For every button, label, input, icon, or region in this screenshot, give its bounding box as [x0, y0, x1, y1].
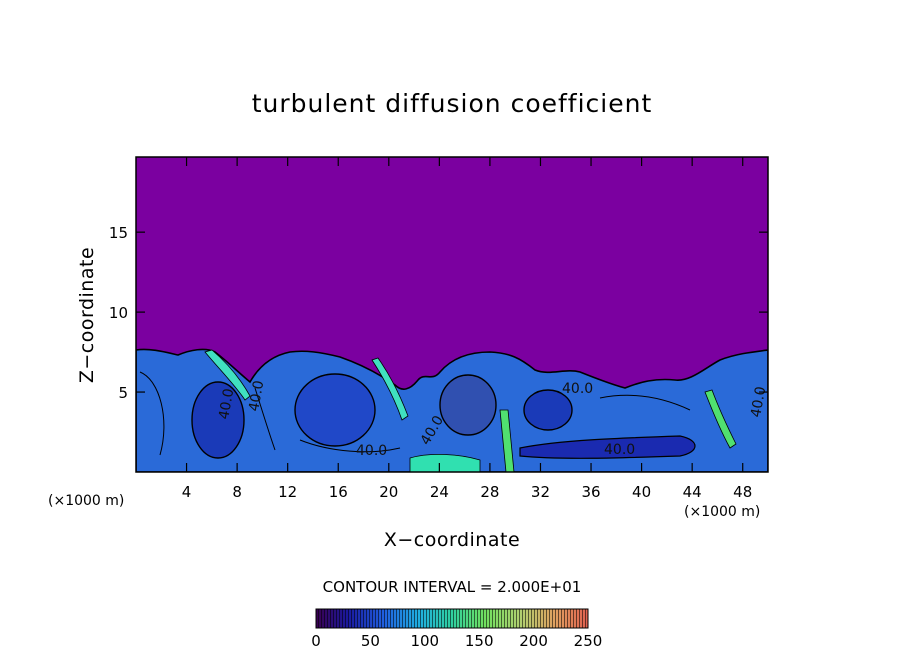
y-tick-label: 15 — [109, 224, 128, 242]
updraft-1 — [204, 349, 251, 401]
eddy-core-3 — [439, 374, 497, 436]
x-axis: 4 8 12 16 20 24 28 32 36 40 44 48 — [182, 157, 752, 501]
contour-label: 40.0 — [246, 379, 267, 412]
surface-layer — [409, 453, 481, 472]
x-tick-label: 20 — [379, 483, 398, 501]
x-tick-label: 48 — [733, 483, 752, 501]
x-unit-right: (×1000 m) — [684, 504, 760, 520]
colorbar-tick-label: 0 — [311, 632, 321, 650]
chart-title: turbulent diffusion coefficient — [252, 89, 653, 118]
contour-label: 40.0 — [356, 443, 387, 459]
x-tick-label: 8 — [232, 483, 242, 501]
plot-frame — [135, 156, 769, 473]
colorbar-tick-label: 150 — [465, 632, 494, 650]
contour-label: 40.0 — [604, 442, 635, 458]
contour-interval-text: CONTOUR INTERVAL = 2.000E+01 — [323, 578, 582, 596]
colorbar: 0 50 100 150 200 250 — [311, 608, 602, 650]
x-tick-label: 36 — [581, 483, 600, 501]
x-tick-label: 28 — [480, 483, 499, 501]
y-axis: 5 10 15 — [109, 224, 768, 402]
colorbar-tick-label: 200 — [519, 632, 548, 650]
x-axis-label: X−coordinate — [384, 529, 520, 551]
plot-area — [136, 157, 768, 472]
x-tick-label: 4 — [182, 483, 192, 501]
x-tick-label: 32 — [531, 483, 550, 501]
contour-line-3 — [299, 439, 401, 453]
eddy-core-4 — [523, 389, 573, 431]
contour-line-1 — [139, 371, 165, 456]
x-tick-label: 12 — [278, 483, 297, 501]
x-tick-label: 16 — [329, 483, 348, 501]
y-tick-label: 10 — [109, 304, 128, 322]
colorbar-frame — [315, 608, 589, 629]
y-tick-label: 5 — [118, 384, 128, 402]
contour-line-2 — [254, 387, 276, 451]
eddy-core-1 — [191, 381, 245, 459]
updraft-3 — [499, 409, 515, 472]
updraft-2 — [371, 357, 409, 421]
contour-label: 40.0 — [562, 381, 593, 397]
colorbar-tick-label: 250 — [574, 632, 603, 650]
x-unit-left: (×1000 m) — [48, 493, 124, 509]
updraft-4 — [704, 389, 737, 449]
contour-label: 40.0 — [216, 387, 237, 420]
colorbar-tick-label: 100 — [410, 632, 439, 650]
x-tick-label: 24 — [430, 483, 449, 501]
y-axis-label: Z−coordinate — [76, 247, 98, 383]
colorbar-stripes — [316, 609, 588, 628]
contour-label: 40.0 — [748, 385, 769, 418]
colorbar-ticks: 0 50 100 150 200 250 — [311, 632, 602, 650]
contour-line-4 — [599, 394, 691, 411]
x-tick-label: 40 — [632, 483, 651, 501]
eddy-core-2 — [294, 373, 376, 447]
x-tick-label: 44 — [683, 483, 702, 501]
colorbar-tick-label: 50 — [361, 632, 380, 650]
lower-band — [519, 435, 696, 459]
